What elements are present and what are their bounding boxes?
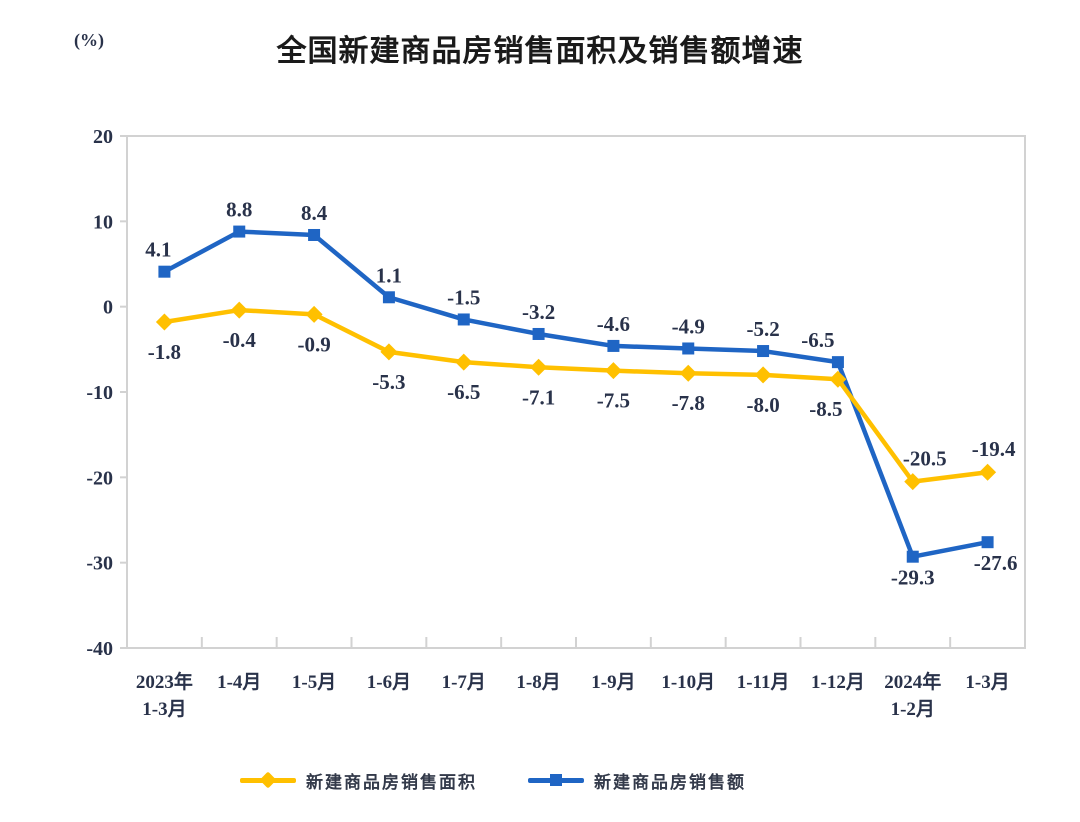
- x-tick-label: 1-3月: [965, 672, 1009, 693]
- legend-label-sales-amount: 新建商品房销售额: [594, 772, 746, 792]
- sales-amount-data-label: -6.5: [801, 328, 834, 352]
- sales-area-data-label: -7.1: [522, 385, 555, 409]
- sales-amount-data-label: -4.9: [672, 314, 705, 338]
- sales-amount-data-point-marker: [981, 536, 994, 549]
- y-tick-label: -30: [86, 553, 113, 575]
- legend-item-sales-amount: 新建商品房销售额: [528, 763, 746, 797]
- sales-area-data-label: -7.5: [597, 389, 630, 413]
- sales-amount-data-label: 8.4: [301, 201, 328, 225]
- legend-item-sales-area: 新建商品房销售面积: [240, 763, 477, 797]
- sales-amount-data-point-marker: [233, 225, 246, 238]
- x-tick-label: 1-5月: [292, 672, 336, 693]
- diamond-marker-icon: [259, 771, 277, 789]
- sales-area-data-point-marker: [904, 473, 922, 491]
- sales-amount-data-point-marker: [308, 228, 321, 241]
- sales-area-data-point-marker: [455, 353, 473, 371]
- sales-amount-data-label: -3.2: [522, 300, 555, 324]
- x-tick-label: 1-2月: [891, 699, 935, 720]
- sales-area-legend-marker-icon: [240, 771, 296, 789]
- y-tick-label: -10: [86, 382, 113, 404]
- x-tick-label: 1-7月: [442, 672, 486, 693]
- sales-area-data-label: -19.4: [972, 437, 1016, 461]
- sales-area-data-point-marker: [155, 313, 173, 331]
- sales-amount-data-label: 8.8: [226, 198, 252, 222]
- sales-area-data-point-marker: [305, 305, 323, 323]
- sales-amount-data-point-marker: [607, 339, 620, 352]
- x-tick-label: 1-8月: [516, 672, 560, 693]
- sales-area-data-point-marker: [829, 370, 847, 388]
- sales-area-data-label: -1.8: [148, 340, 181, 364]
- sales-area-data-point-marker: [679, 364, 697, 382]
- sales-area-data-point-marker: [380, 343, 398, 361]
- sales-amount-data-point-marker: [457, 313, 470, 326]
- x-tick-label: 2023年: [136, 670, 193, 693]
- sales-area-data-point-marker: [754, 366, 772, 384]
- y-tick-label: -40: [86, 638, 113, 660]
- sales-area-data-point-marker: [604, 362, 622, 380]
- sales-amount-data-label: -29.3: [891, 566, 935, 590]
- x-tick-label: 1-4月: [217, 672, 261, 693]
- sales-amount-data-label: 1.1: [376, 263, 402, 287]
- sales-area-data-label: -7.8: [672, 391, 705, 415]
- sales-amount-data-point-marker: [757, 345, 770, 358]
- sales-amount-data-label: -27.6: [974, 551, 1018, 575]
- sales-amount-legend-marker-icon: [528, 772, 584, 788]
- chart-legend: 新建商品房销售面积 新建商品房销售额: [0, 763, 1080, 797]
- page-title: 全国新建商品房销售面积及销售额增速: [276, 35, 804, 68]
- sales-area-data-label: -0.4: [223, 328, 257, 352]
- sales-area-data-label: -8.0: [746, 393, 779, 417]
- square-marker-icon: [550, 774, 562, 786]
- sales-area-data-label: -8.5: [809, 397, 842, 421]
- sales-amount-data-label: 4.1: [145, 238, 171, 262]
- sales-amount-data-point-marker: [906, 550, 919, 563]
- sales-amount-data-point-marker: [831, 356, 844, 369]
- sales-area-line: [162, 307, 990, 484]
- y-axis-unit-label: (%): [74, 30, 104, 50]
- sales-area-data-point-marker: [530, 358, 548, 376]
- x-tick-label: 1-11月: [737, 672, 790, 693]
- sales-amount-data-label: -5.2: [746, 317, 779, 341]
- y-tick-label: 10: [93, 211, 113, 233]
- sales-area-data-label: -0.9: [297, 332, 330, 356]
- sales-amount-data-label: -4.6: [597, 312, 630, 336]
- y-tick-label: 20: [93, 126, 113, 148]
- x-tick-label: 1-6月: [367, 672, 411, 693]
- sales-amount-data-point-marker: [382, 291, 395, 304]
- sales-amount-data-point-marker: [158, 265, 171, 278]
- sales-amount-data-label: -1.5: [447, 285, 480, 309]
- legend-label-sales-area: 新建商品房销售面积: [306, 772, 477, 792]
- sales-amount-data-point-marker: [532, 327, 545, 340]
- sales-area-data-label: -20.5: [903, 447, 947, 471]
- sales-area-data-point-marker: [230, 301, 248, 319]
- x-tick-label: 1-9月: [591, 672, 635, 693]
- sales-area-data-label: -6.5: [447, 380, 480, 404]
- x-tick-label: 1-10月: [661, 672, 715, 693]
- sales-amount-line: [162, 229, 990, 559]
- x-tick-label: 1-3月: [142, 699, 186, 720]
- y-tick-label: 0: [103, 297, 113, 319]
- sales-area-data-label: -5.3: [372, 370, 405, 394]
- sales-area-data-point-marker: [979, 463, 997, 481]
- sales-amount-data-point-marker: [682, 342, 695, 355]
- y-tick-label: -20: [86, 467, 113, 489]
- x-tick-label: 2024年: [884, 670, 941, 693]
- x-tick-label: 1-12月: [811, 672, 865, 693]
